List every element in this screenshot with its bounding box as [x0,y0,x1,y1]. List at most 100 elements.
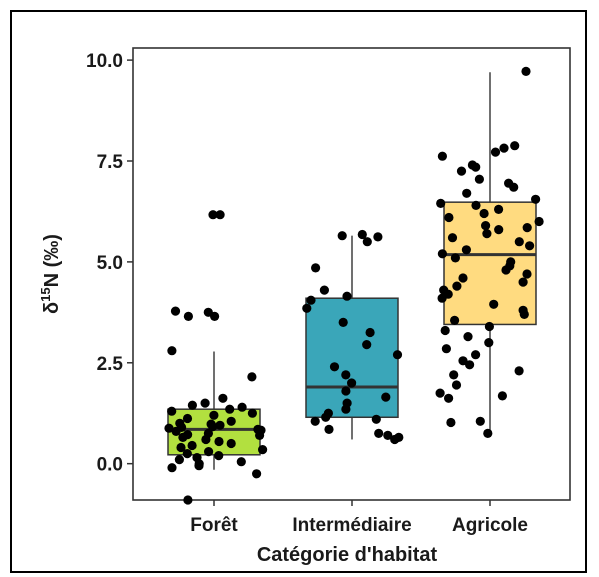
data-point [444,393,454,403]
data-point [167,463,177,473]
data-point [214,436,224,447]
data-point [302,303,312,313]
data-point [374,428,384,438]
data-point [482,229,492,239]
data-point [447,233,458,243]
data-point [531,194,541,204]
data-point [252,469,262,479]
data-point [435,388,445,398]
data-point [311,263,321,273]
data-point [337,231,347,241]
data-point [471,162,481,172]
data-point [484,321,494,332]
data-point [390,434,400,445]
data-point [324,424,334,434]
data-point [437,151,447,161]
data-point [341,404,351,414]
data-point [522,269,532,279]
data-point [357,229,367,240]
data-point [174,455,184,465]
data-point [510,141,520,151]
data-point [463,332,473,342]
y-tick-label: 5.0 [97,253,123,274]
data-point [436,198,446,208]
data-point [450,315,460,325]
data-point [182,413,193,424]
data-point [471,350,481,360]
y-tick-label: 0.0 [97,455,123,476]
data-point [514,366,524,376]
data-point [310,416,320,426]
data-point [444,212,454,223]
data-point [215,420,225,430]
data-point [204,447,214,457]
data-point [446,417,456,428]
data-point [201,434,211,445]
data-point [481,221,491,231]
data-point [167,346,177,356]
data-point [462,188,472,198]
x-axis: Forêt Intermédiaire Agricole [190,500,528,536]
data-point [226,416,236,426]
y-tick-label: 10.0 [86,51,123,72]
data-point [494,204,504,214]
data-point [247,372,257,382]
data-point [458,273,468,283]
y-tick-label: 2.5 [97,354,124,375]
data-point [475,416,485,426]
data-point [183,311,193,321]
data-point [456,166,467,176]
data-point [362,237,372,247]
data-point [176,442,186,453]
data-point [247,408,257,418]
data-point [441,344,451,354]
data-point [342,291,352,301]
data-point [255,430,265,440]
data-point [362,340,372,350]
data-point [236,457,246,467]
data-point [167,406,177,416]
data-point [494,225,504,235]
data-point [321,412,331,422]
data-point [381,392,391,402]
y-axis-title-suffix: N (‰) [41,234,63,287]
data-point [371,414,381,424]
data-point [200,398,210,408]
data-point [164,423,174,433]
data-point [258,445,268,455]
data-point [501,265,511,275]
x-tick-label: Agricole [452,515,528,536]
data-point [170,306,181,316]
y-axis: 0.0 2.5 5.0 7.5 10.0 [86,51,133,476]
data-point [338,317,348,327]
data-point [214,451,224,461]
data-point [218,393,228,403]
data-point [483,428,493,438]
data-point [471,200,481,210]
y-axis-title: δ15N (‰) [38,234,63,314]
data-point [171,426,181,436]
data-point [521,66,531,76]
data-point [341,370,351,380]
y-tick-label: 7.5 [97,152,124,173]
data-point [534,216,544,227]
data-point [319,285,329,295]
data-point [306,295,316,305]
data-point [440,325,450,336]
data-point [465,360,475,370]
data-point [451,380,462,390]
data-point [525,241,535,251]
data-point [489,299,499,309]
data-point [458,356,468,366]
data-point [499,143,509,153]
data-point [206,419,216,429]
data-point [183,495,193,505]
data-point [522,223,532,233]
data-point [208,210,218,220]
x-tick-label: Forêt [190,515,238,536]
data-point [383,430,393,440]
data-point [347,378,357,388]
data-point [187,400,197,410]
data-point [210,311,220,321]
data-point [479,208,489,219]
